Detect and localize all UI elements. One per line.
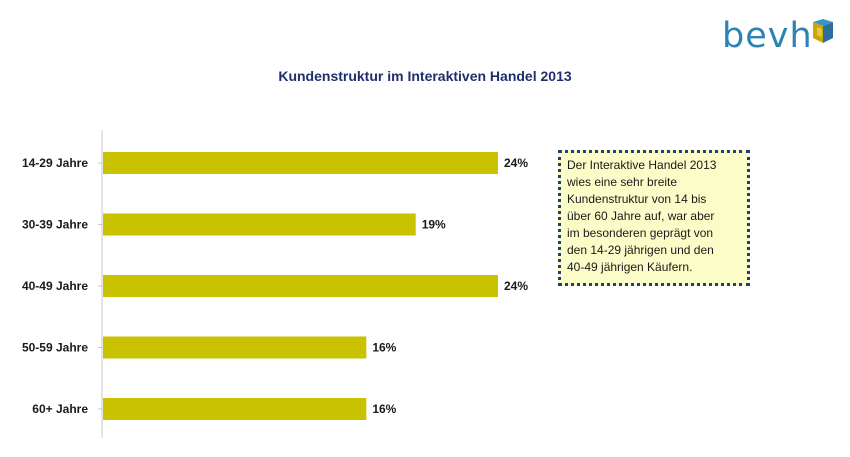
category-label: 14-29 Jahre (22, 156, 88, 170)
logo-text: bevh (722, 16, 813, 56)
note-line: im besonderen geprägt von (567, 226, 714, 240)
note-line: wies eine sehr breite (567, 175, 678, 189)
category-label: 30-39 Jahre (22, 218, 88, 232)
bar-value-label: 24% (504, 279, 528, 293)
logo-cube-icon (813, 19, 833, 43)
bar (103, 275, 498, 297)
note-line: Der Interaktive Handel 2013 (567, 158, 717, 172)
note-line: den 14-29 jährigen und den (567, 243, 714, 257)
note-line: über 60 Jahre auf, war aber (567, 209, 715, 223)
category-label: 50-59 Jahre (22, 341, 88, 355)
note-box: Der Interaktive Handel 2013 wies eine se… (558, 150, 750, 286)
bar-value-label: 16% (372, 402, 396, 416)
bar-value-label: 24% (504, 156, 528, 170)
bar (103, 336, 367, 359)
bar-value-label: 16% (372, 341, 396, 355)
category-label: 60+ Jahre (32, 402, 88, 416)
note-line: Kundenstruktur von 14 bis (567, 192, 707, 206)
category-label: 40-49 Jahre (22, 279, 88, 293)
bevh-logo: bevh (722, 14, 840, 58)
chart-title: Kundenstruktur im Interaktiven Handel 20… (278, 68, 572, 84)
bar (103, 152, 498, 174)
bar (103, 213, 416, 236)
note-line: 40-49 jährigen Käufern. (567, 260, 693, 274)
bar (103, 398, 367, 420)
bar-value-label: 19% (422, 218, 446, 232)
